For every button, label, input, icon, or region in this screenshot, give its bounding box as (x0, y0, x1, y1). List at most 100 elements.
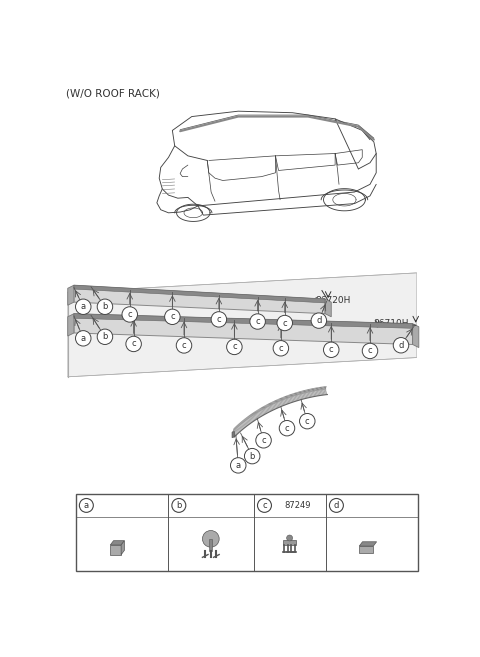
Circle shape (227, 339, 242, 355)
Polygon shape (238, 426, 240, 432)
Polygon shape (243, 419, 245, 422)
Polygon shape (245, 417, 247, 420)
Circle shape (203, 530, 219, 547)
Polygon shape (314, 391, 317, 396)
Polygon shape (283, 396, 285, 399)
Circle shape (393, 338, 409, 353)
Polygon shape (258, 408, 260, 412)
Polygon shape (271, 401, 273, 405)
Polygon shape (296, 395, 299, 401)
Polygon shape (266, 404, 268, 407)
Polygon shape (286, 396, 288, 399)
Polygon shape (306, 389, 308, 393)
Polygon shape (359, 546, 373, 553)
Polygon shape (237, 424, 238, 428)
Text: c: c (232, 342, 237, 351)
Polygon shape (273, 400, 275, 404)
Polygon shape (306, 392, 309, 398)
Bar (209, 539, 212, 551)
Polygon shape (268, 405, 271, 412)
Polygon shape (323, 390, 326, 395)
Polygon shape (280, 400, 283, 406)
Polygon shape (287, 398, 289, 403)
Polygon shape (233, 430, 235, 437)
Polygon shape (298, 391, 300, 395)
Polygon shape (315, 390, 318, 396)
Polygon shape (279, 397, 281, 401)
Polygon shape (236, 425, 237, 429)
Polygon shape (252, 415, 255, 421)
Polygon shape (301, 394, 304, 399)
Polygon shape (302, 390, 304, 394)
Text: c: c (262, 501, 267, 510)
Polygon shape (265, 407, 267, 413)
Polygon shape (246, 419, 249, 425)
Polygon shape (121, 541, 124, 555)
Circle shape (256, 432, 271, 448)
Polygon shape (301, 390, 303, 394)
Polygon shape (302, 393, 305, 399)
Polygon shape (247, 415, 249, 419)
Polygon shape (233, 428, 235, 432)
Polygon shape (307, 392, 310, 397)
Circle shape (97, 299, 113, 315)
Polygon shape (300, 391, 301, 394)
Polygon shape (68, 273, 417, 377)
Text: d: d (398, 341, 404, 350)
Polygon shape (270, 402, 272, 405)
Text: c: c (127, 310, 132, 319)
Polygon shape (280, 397, 283, 401)
Circle shape (273, 340, 288, 356)
Circle shape (165, 309, 180, 325)
Text: 86710H: 86710H (374, 319, 409, 328)
Polygon shape (310, 388, 312, 392)
Polygon shape (256, 409, 258, 413)
Polygon shape (292, 396, 295, 402)
Polygon shape (259, 407, 261, 411)
Polygon shape (315, 388, 317, 391)
Polygon shape (270, 405, 272, 411)
Circle shape (279, 420, 295, 436)
Circle shape (250, 314, 265, 329)
Polygon shape (286, 398, 288, 404)
Polygon shape (323, 386, 325, 390)
Text: c: c (170, 312, 175, 321)
Circle shape (287, 535, 293, 541)
Polygon shape (314, 388, 316, 391)
Polygon shape (245, 420, 248, 426)
Polygon shape (288, 394, 290, 398)
Polygon shape (276, 399, 277, 403)
Circle shape (329, 499, 343, 512)
Polygon shape (74, 313, 413, 328)
Polygon shape (253, 411, 255, 415)
Polygon shape (305, 390, 307, 393)
Text: b: b (102, 302, 108, 311)
Circle shape (244, 449, 260, 464)
Text: c: c (305, 417, 310, 426)
Text: a: a (236, 461, 241, 470)
Text: b: b (102, 332, 108, 341)
Polygon shape (277, 402, 279, 408)
Polygon shape (249, 414, 251, 418)
Text: b: b (250, 451, 255, 461)
Polygon shape (324, 389, 327, 395)
Polygon shape (252, 413, 253, 417)
Polygon shape (283, 399, 286, 405)
Polygon shape (282, 399, 285, 405)
Polygon shape (271, 405, 274, 411)
Text: 87218R: 87218R (98, 523, 131, 532)
Polygon shape (263, 409, 265, 415)
Polygon shape (293, 396, 296, 401)
Polygon shape (297, 395, 300, 400)
Text: 87229B: 87229B (349, 523, 382, 532)
Circle shape (126, 336, 142, 351)
Text: c: c (216, 315, 221, 324)
Polygon shape (287, 395, 289, 398)
Polygon shape (235, 429, 237, 435)
Polygon shape (268, 403, 270, 406)
Text: d: d (334, 501, 339, 510)
Text: 87256: 87256 (197, 523, 224, 532)
Polygon shape (305, 393, 308, 398)
Polygon shape (267, 403, 269, 407)
Polygon shape (318, 387, 320, 390)
